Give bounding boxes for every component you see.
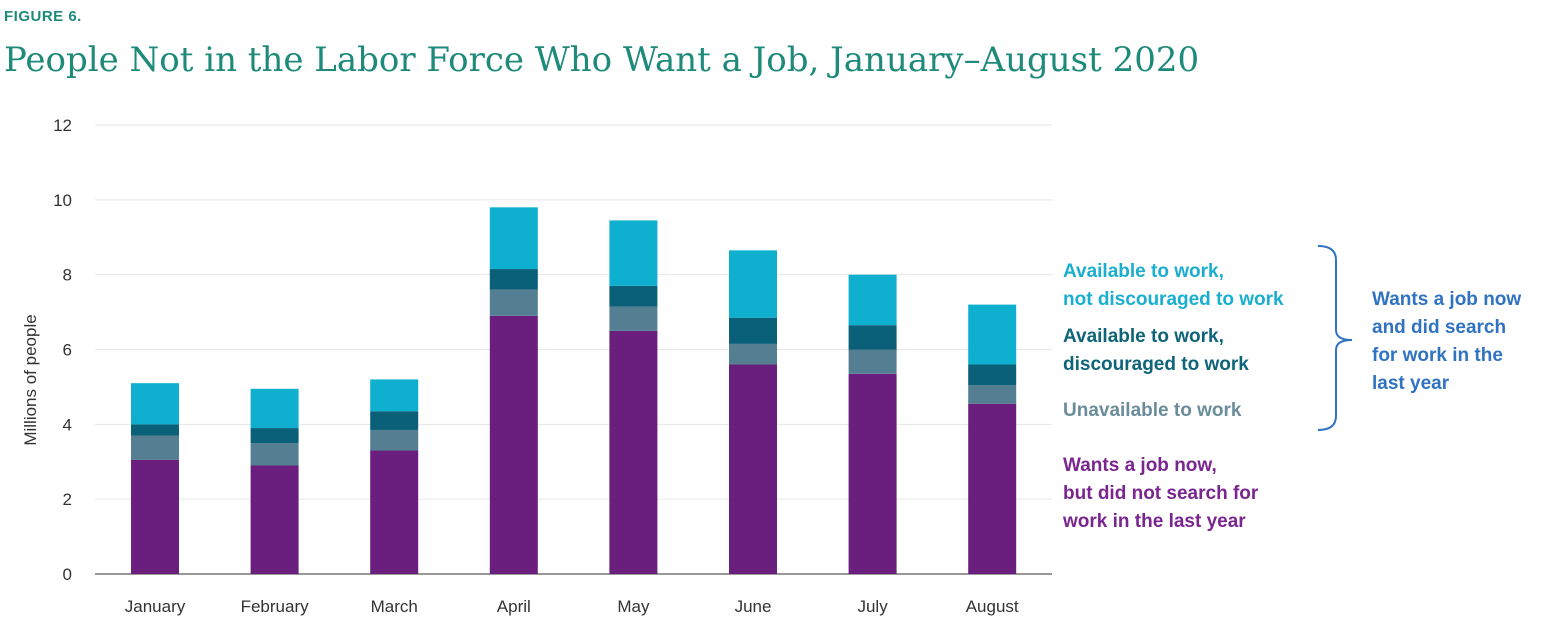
bar-segment	[729, 317, 777, 344]
x-tick-label: April	[497, 597, 531, 616]
x-tick-label: March	[371, 597, 418, 616]
legend-entry-line: Unavailable to work	[1063, 400, 1242, 421]
bar-segment	[250, 388, 299, 429]
figure-label: FIGURE 6.	[4, 8, 82, 25]
bar-segment	[370, 450, 419, 574]
bracket-label-line: Wants a job now	[1372, 289, 1521, 310]
bar-segment	[131, 424, 179, 436]
legend-entry-line: Wants a job now,	[1063, 455, 1217, 476]
bracket-label-line: last year	[1372, 373, 1450, 394]
y-tick-label: 6	[63, 341, 72, 360]
x-tick-label: February	[241, 597, 310, 616]
bar-segment	[489, 289, 538, 316]
x-axis: January February March April May June July Augu…	[125, 597, 1019, 616]
bracket-label: Wants a job now and did search for work in…	[1372, 289, 1521, 394]
bar-segment	[729, 364, 777, 574]
bar-segment	[370, 379, 419, 412]
y-tick-label: 4	[63, 415, 72, 434]
legend-entry-line: not discouraged to work	[1063, 289, 1284, 310]
x-tick-label: June	[735, 597, 772, 616]
chart-title: People Not in the Labor Force Who Want a…	[4, 40, 1200, 80]
bar-segment	[250, 428, 299, 444]
bar-segment	[968, 403, 1017, 574]
legend-entry-line: work in the last year	[1062, 511, 1246, 532]
y-tick-label: 8	[63, 266, 72, 285]
bar-segment	[848, 373, 897, 574]
bracket: Wants a job now and did search for work in…	[1317, 245, 1521, 431]
bar-segment	[848, 325, 897, 350]
bar-segment	[489, 207, 538, 270]
bar-segment	[250, 465, 299, 574]
bar-segment	[489, 269, 538, 290]
y-tick-label: 12	[53, 116, 72, 135]
bar-segment	[968, 385, 1017, 404]
legend-entry: Available to work, discouraged to work	[1063, 326, 1249, 375]
bar-segment	[131, 435, 179, 460]
bar-segment	[729, 250, 777, 318]
bar-segment	[370, 429, 419, 451]
x-tick-label: May	[617, 597, 650, 616]
bar-segment	[729, 343, 777, 365]
bracket-label-line: for work in the	[1372, 345, 1503, 366]
x-tick-label: August	[966, 597, 1019, 616]
bars	[131, 207, 1017, 574]
legend-entry-line: Available to work,	[1063, 326, 1224, 347]
bracket-shape	[1317, 245, 1353, 431]
bar-segment	[250, 443, 299, 466]
y-tick-label: 0	[63, 565, 72, 584]
bar-segment	[968, 304, 1017, 365]
y-axis-label: Millions of people	[21, 314, 40, 445]
bar-segment	[489, 315, 538, 574]
legend-entry-line: Available to work,	[1063, 261, 1224, 282]
bracket-label-line: and did search	[1372, 317, 1506, 338]
gridlines	[95, 124, 1052, 500]
bar-segment	[848, 274, 897, 326]
bar-segment	[131, 383, 179, 425]
bar-segment	[968, 364, 1017, 386]
legend-entry-line: discouraged to work	[1063, 354, 1249, 375]
x-tick-label: January	[125, 597, 186, 616]
x-tick-label: July	[857, 597, 888, 616]
bar-segment	[609, 306, 658, 331]
legend-entry-line: but did not search for	[1063, 483, 1259, 504]
legend: Available to work, not discouraged to wor…	[1062, 261, 1284, 532]
bar-segment	[131, 459, 179, 574]
bar-segment	[370, 411, 419, 430]
bar-segment	[609, 220, 658, 286]
y-tick-label: 2	[63, 490, 72, 509]
bar-segment	[609, 285, 658, 307]
bar-segment	[609, 330, 658, 574]
legend-entry: Wants a job now, but did not search for wo…	[1062, 455, 1259, 532]
legend-entry: Available to work, not discouraged to wor…	[1063, 261, 1284, 310]
legend-entry: Unavailable to work	[1063, 400, 1242, 421]
y-tick-label: 10	[53, 191, 72, 210]
bar-segment	[848, 349, 897, 374]
